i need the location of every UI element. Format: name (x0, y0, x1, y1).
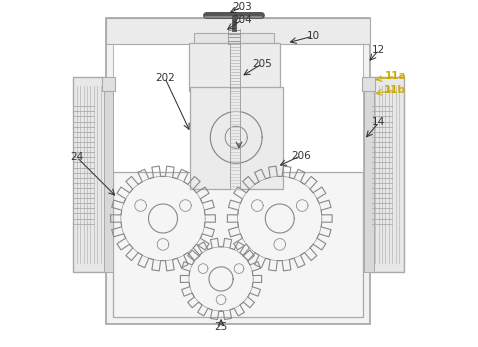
Text: 204: 204 (232, 15, 251, 25)
Bar (101, 77, 115, 91)
Bar (362, 77, 375, 91)
Bar (194, 33, 273, 46)
Text: 205: 205 (252, 59, 272, 69)
Bar (189, 43, 281, 91)
Text: 203: 203 (232, 2, 251, 12)
Text: 11a: 11a (384, 71, 406, 81)
Bar (106, 18, 370, 324)
Text: 206: 206 (291, 151, 311, 161)
Text: 202: 202 (155, 73, 174, 83)
Bar (73, 77, 105, 272)
Text: 24: 24 (70, 152, 83, 162)
Bar (371, 77, 404, 272)
Text: 11b: 11b (384, 85, 406, 95)
Text: 10: 10 (307, 31, 320, 41)
Text: 14: 14 (372, 118, 386, 127)
Bar (106, 18, 370, 44)
Bar (113, 172, 363, 317)
Bar (364, 77, 374, 272)
Bar (190, 87, 282, 189)
Text: 25: 25 (215, 322, 228, 332)
Text: 12: 12 (372, 45, 386, 55)
Bar (113, 25, 363, 317)
Bar (104, 77, 113, 272)
